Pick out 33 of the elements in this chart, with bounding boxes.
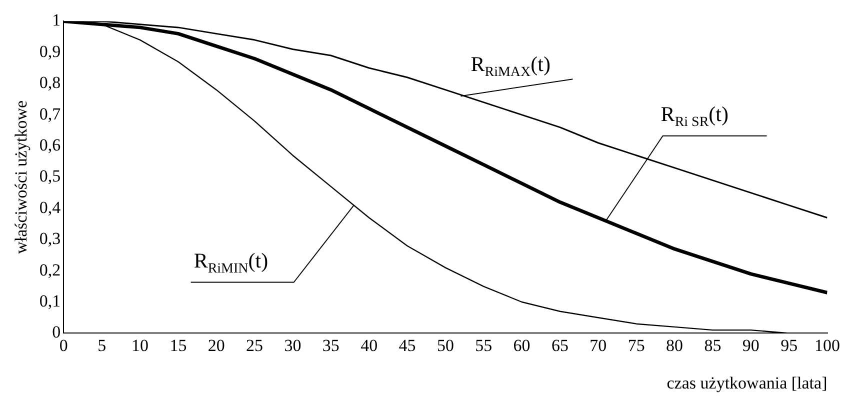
x-tick-label: 100 [814,336,840,355]
x-tick-label: 10 [132,336,149,355]
x-tick-label: 20 [208,336,225,355]
y-tick-label: 0,7 [39,104,62,124]
x-tick-label: 50 [436,336,454,355]
y-tick-label: 0,1 [39,291,61,310]
y-tick-label: 0,5 [39,166,61,186]
y-tick-label: 0,2 [39,260,61,280]
y-tick-label: 0 [52,322,61,342]
x-tick-label: 85 [704,336,722,355]
y-tick-label: 1 [52,10,61,30]
x-tick-label: 30 [284,336,302,355]
x-tick-label: 55 [475,336,492,355]
x-tick-label: 80 [666,336,684,355]
x-tick-label: 60 [513,336,530,355]
x-tick-label: 65 [551,336,568,355]
x-tick-label: 35 [322,336,340,355]
y-tick-label: 0,6 [39,135,61,154]
y-tick-label: 0,9 [39,42,61,61]
x-tick-label: 90 [742,336,760,355]
y-tick-label: 0,4 [39,198,62,217]
x-tick-label: 75 [628,336,645,355]
x-tick-label: 25 [246,336,264,355]
x-axis-title: czas użytkowania [lata] [666,373,828,392]
y-axis-title: właściwości użytkowe [12,100,31,254]
x-tick-label: 70 [590,336,607,355]
y-tick-label: 0,8 [39,73,61,92]
x-tick-label: 40 [360,336,378,355]
x-tick-label: 95 [780,336,798,355]
x-tick-label: 45 [398,336,416,355]
x-tick-label: 15 [170,336,187,355]
x-tick-label: 5 [98,336,106,355]
y-tick-label: 0,3 [39,229,61,248]
